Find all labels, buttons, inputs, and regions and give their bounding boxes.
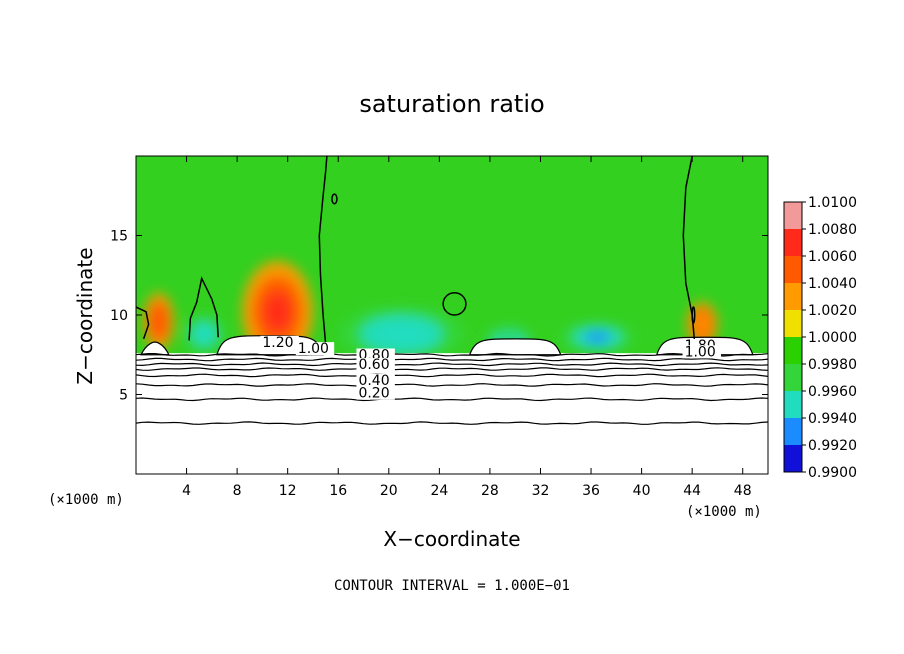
- colorbar-label-5: 1.0000: [808, 330, 857, 346]
- x-tick-label-24: 24: [430, 483, 448, 499]
- anomaly-supersat-2-layer-2: [696, 315, 709, 334]
- contour-label-bg-0: [260, 335, 299, 349]
- y-axis-ticks: 5 10 15: [110, 229, 768, 404]
- colorbar-swatch-9: [784, 445, 802, 473]
- anomaly-subsat-5: [559, 321, 636, 354]
- colorbar-label-0: 1.0100: [808, 195, 857, 211]
- contour-label-0: 1.20: [262, 335, 293, 351]
- x-tick-label-16: 16: [329, 483, 347, 499]
- contour-label-bg-3: [356, 358, 395, 372]
- colorbar-swatch-5: [784, 337, 802, 365]
- anomaly-subsat-3: [184, 315, 225, 354]
- colorbar: 1.0100 1.0080 1.0060 1.0040 1.0020 1.0000 0.99…: [783, 195, 857, 481]
- x-tick-label-20: 20: [380, 483, 398, 499]
- colorbar-swatch-0: [784, 202, 802, 230]
- y-tick-label-10: 10: [110, 308, 128, 324]
- colorbar-swatch-7: [784, 391, 802, 419]
- x-tick-label-48: 48: [734, 483, 752, 499]
- colorbar-swatch-2: [784, 256, 802, 284]
- cloud-patch-3: [140, 341, 170, 356]
- contour-label-bg-7: [682, 345, 721, 359]
- colorbar-label-7: 0.9960: [808, 384, 857, 400]
- colorbar-label-1: 1.0080: [808, 222, 857, 238]
- x-axis-label: X−coordinate: [383, 527, 520, 551]
- anomaly-subsat-4-layer-2: [379, 324, 424, 345]
- y-tick-label-15: 15: [110, 229, 128, 245]
- contour-blob-1: [331, 193, 338, 205]
- x-tick-label-36: 36: [582, 483, 600, 499]
- unity-contour-3: [136, 306, 150, 340]
- contour-lines: [136, 156, 768, 425]
- lower-layer-fill: [136, 353, 768, 474]
- unity-contour-2: [188, 276, 219, 341]
- contour-label-bg-1: [295, 342, 335, 356]
- contour-line-4: [136, 367, 768, 371]
- x-tick-label-32: 32: [532, 483, 550, 499]
- colorbar-label-6: 0.9980: [808, 357, 857, 373]
- contour-line-5: [136, 362, 768, 367]
- y-tick-label-5: 5: [119, 388, 128, 404]
- x-axis-ticks: 4 8 12 16 20 24 28 32 36 40 44 48: [182, 156, 752, 499]
- contour-line-0: [136, 421, 768, 425]
- colorbar-swatch-8: [784, 418, 802, 446]
- colorbar-label-2: 1.0060: [808, 249, 857, 265]
- contour-label-bg-5: [356, 386, 395, 400]
- colorbar-label-3: 1.0040: [808, 276, 857, 292]
- contour-line-7: [136, 352, 768, 357]
- x-tick-label-4: 4: [182, 483, 191, 499]
- contour-interval-note: CONTOUR INTERVAL = 1.000E−01: [334, 578, 570, 594]
- unity-contour-0: [318, 156, 328, 344]
- colorbar-swatch-1: [784, 229, 802, 257]
- colorbar-label-10: 0.9900: [808, 465, 857, 481]
- x-unit-right: (×1000 m): [686, 504, 762, 520]
- subsaturated-region: [136, 353, 768, 474]
- contour-line-6: [136, 357, 768, 362]
- colorbar-swatch-3: [784, 283, 802, 311]
- anomaly-supersat-1-layer-2: [152, 309, 165, 333]
- x-tick-label-40: 40: [633, 483, 651, 499]
- contour-label-4: 0.40: [358, 373, 389, 389]
- x-tick-label-12: 12: [279, 483, 297, 499]
- x-tick-label-44: 44: [683, 483, 701, 499]
- colorbar-label-8: 0.9940: [808, 411, 857, 427]
- anomaly-subsat-5-layer-2: [584, 331, 611, 343]
- contour-label-bg-4: [356, 373, 395, 387]
- chart-title: saturation ratio: [359, 90, 544, 118]
- colorbar-label-9: 0.9920: [808, 438, 857, 454]
- y-axis-label: Z−coordinate: [73, 247, 97, 384]
- colorbar-swatch-6: [784, 364, 802, 392]
- plot-area: 1.201.000.800.600.400.201.801.00: [136, 156, 768, 474]
- contour-blob-2: [691, 306, 696, 324]
- contour-blob-0: [442, 291, 467, 316]
- anomaly-supersat-0-layer-2: [263, 291, 292, 333]
- x-unit-left: (×1000 m): [48, 492, 124, 508]
- contour-label-3: 0.60: [358, 357, 389, 373]
- contour-label-1: 1.00: [298, 341, 329, 357]
- x-tick-label-8: 8: [233, 483, 242, 499]
- contour-line-3: [136, 373, 768, 378]
- contour-label-7: 1.00: [685, 344, 716, 360]
- anomaly-subsat-3-layer-2: [197, 327, 212, 341]
- colorbar-swatch-4: [784, 310, 802, 338]
- contour-label-5: 0.20: [358, 386, 389, 402]
- contour-labels: 1.201.000.800.600.400.201.801.00: [260, 335, 721, 402]
- cloud-patch-1: [468, 338, 562, 356]
- colorbar-label-4: 1.0020: [808, 303, 857, 319]
- anomaly-subsat-4: [338, 305, 465, 363]
- contour-line-1: [136, 397, 768, 402]
- x-tick-label-28: 28: [481, 483, 499, 499]
- anomaly-supersat-1: [143, 292, 174, 350]
- contour-line-2: [136, 383, 768, 387]
